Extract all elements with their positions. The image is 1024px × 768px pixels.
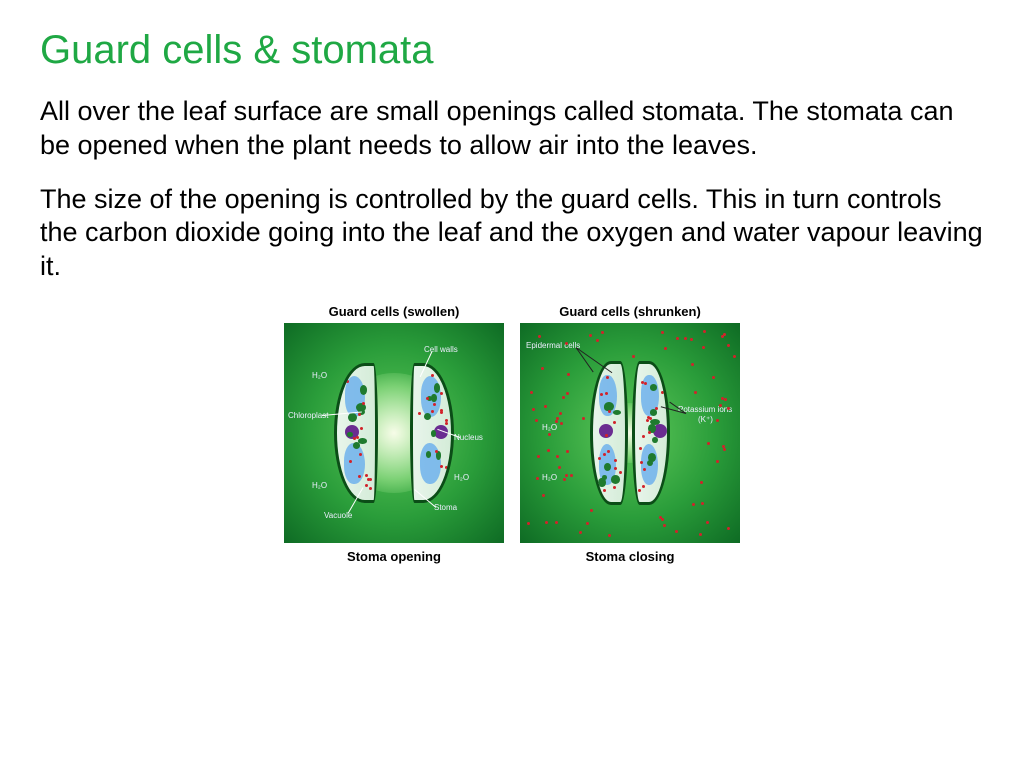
potassium-ion — [727, 344, 730, 347]
potassium-ion — [716, 460, 719, 463]
annotation-label: Epidermal cells — [526, 341, 580, 350]
figure-stoma-opening: Guard cells (swollen) Cell wallsChloropl… — [284, 304, 504, 564]
figure-left-bottom-label: Stoma opening — [347, 549, 441, 564]
slide: Guard cells & stomata All over the leaf … — [0, 0, 1024, 768]
potassium-ion — [559, 412, 562, 415]
potassium-ion — [565, 342, 568, 345]
potassium-ion — [707, 442, 710, 445]
annotation-label: H₂O — [542, 473, 557, 482]
potassium-ion — [676, 337, 679, 340]
potassium-ion — [692, 503, 695, 506]
panel-stoma-closing: Epidermal cellsPotassium ions(K⁺)H₂OH₂O — [520, 323, 740, 543]
potassium-ion — [535, 419, 538, 422]
potassium-ion — [596, 339, 599, 342]
potassium-ion — [722, 445, 725, 448]
figure-row: Guard cells (swollen) Cell wallsChloropl… — [40, 304, 984, 564]
potassium-ion — [541, 367, 544, 370]
slide-title: Guard cells & stomata — [40, 28, 984, 73]
potassium-ion — [675, 530, 678, 533]
potassium-ion — [582, 417, 585, 420]
annotation-label: H₂O — [454, 473, 469, 482]
figure-left-top-label: Guard cells (swollen) — [329, 304, 460, 319]
figure-right-top-label: Guard cells (shrunken) — [559, 304, 701, 319]
potassium-ion — [723, 448, 726, 451]
potassium-ion — [586, 522, 589, 525]
potassium-ion — [567, 373, 570, 376]
annotation-label: H₂O — [542, 423, 557, 432]
potassium-ion — [664, 347, 667, 350]
paragraph-1: All over the leaf surface are small open… — [40, 95, 984, 163]
potassium-ion — [699, 533, 702, 536]
potassium-ion — [545, 521, 548, 524]
potassium-ion — [661, 518, 664, 521]
potassium-ion — [733, 355, 736, 358]
panel-stoma-opening: Cell wallsChloroplastNucleusVacuoleStoma… — [284, 323, 504, 543]
annotation-label: H₂O — [312, 371, 327, 380]
figure-right-bottom-label: Stoma closing — [586, 549, 675, 564]
annotation-label: Stoma — [434, 503, 457, 512]
guard-cell-left — [590, 361, 628, 505]
potassium-ion — [548, 433, 551, 436]
potassium-ion — [538, 335, 541, 338]
potassium-ion — [661, 331, 664, 334]
figure-stoma-closing: Guard cells (shrunken) Epidermal cellsPo… — [520, 304, 740, 564]
potassium-ion — [690, 338, 693, 341]
potassium-ion — [608, 534, 611, 537]
annotation-label: (K⁺) — [698, 415, 713, 424]
potassium-ion — [691, 363, 694, 366]
potassium-ion — [547, 449, 550, 452]
potassium-ion — [560, 422, 563, 425]
paragraph-2: The size of the opening is controlled by… — [40, 183, 984, 284]
annotation-label: H₂O — [312, 481, 327, 490]
potassium-ion — [558, 466, 561, 469]
potassium-ion — [530, 391, 533, 394]
potassium-ion — [727, 527, 730, 530]
potassium-ion — [632, 355, 635, 358]
annotation-label: Cell walls — [424, 345, 458, 354]
